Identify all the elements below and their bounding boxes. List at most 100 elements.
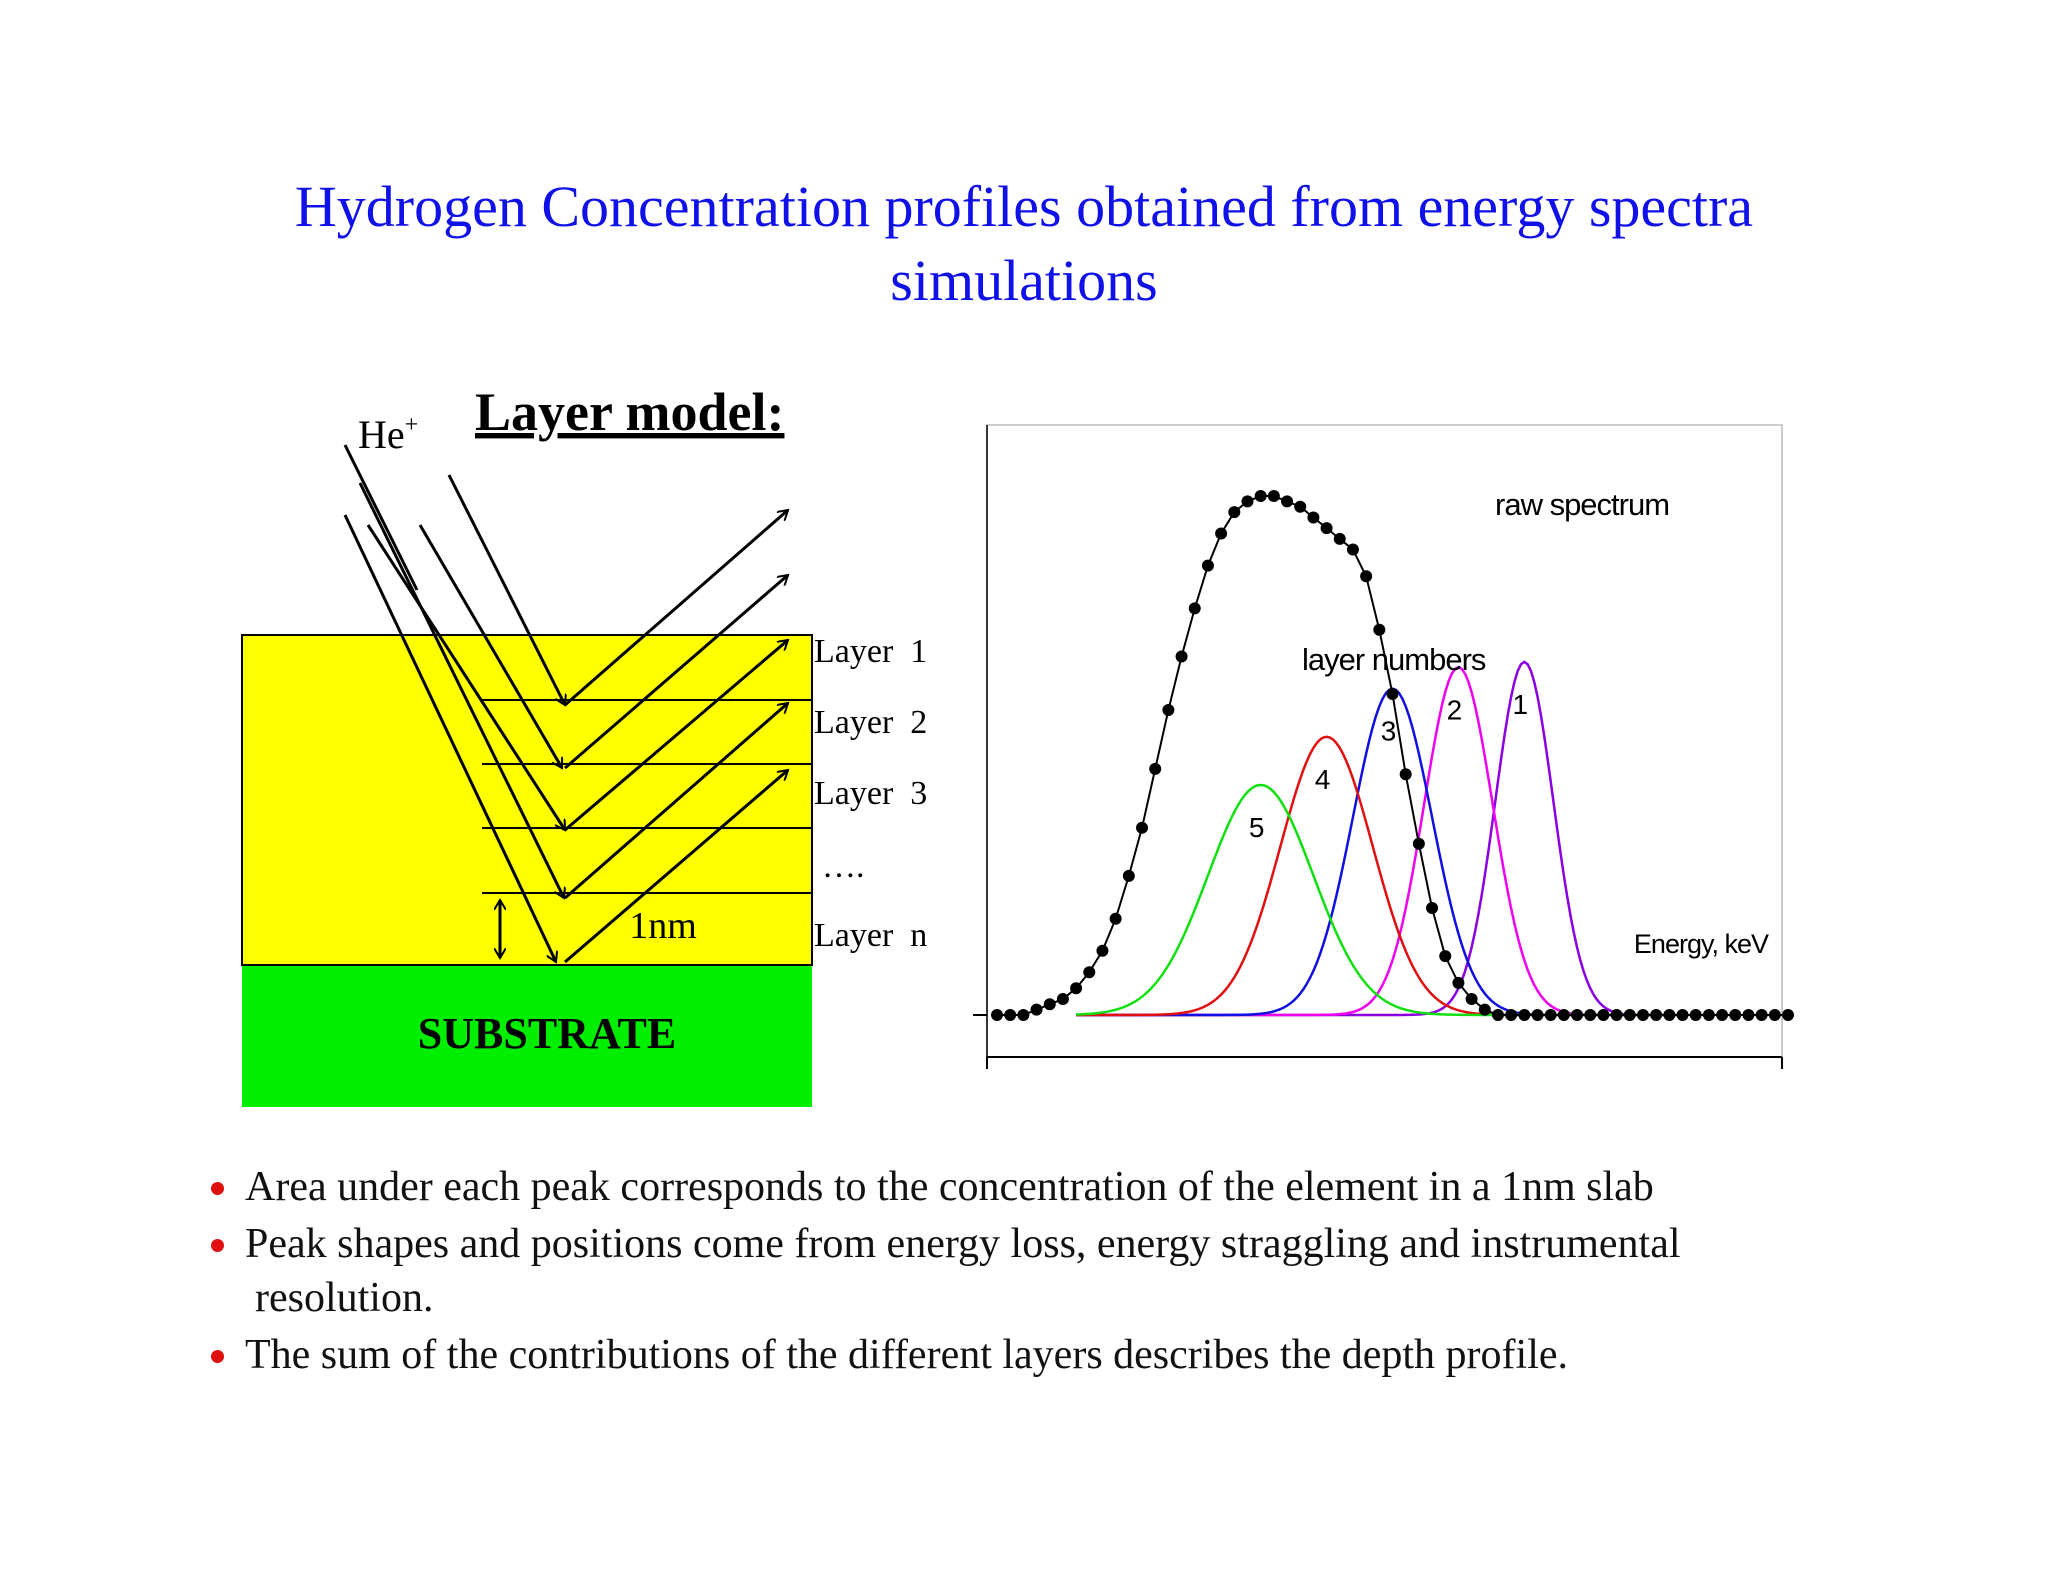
bullet-item-2: Peak shapes and positions come from ener… xyxy=(205,1217,1905,1326)
bullet-text-3: The sum of the contributions of the diff… xyxy=(245,1331,1568,1378)
bullet-list: Area under each peak corresponds to the … xyxy=(205,1160,1905,1384)
raw-spectrum-point xyxy=(1650,1009,1663,1021)
raw-spectrum-point xyxy=(991,1009,1003,1021)
raw-spectrum-point xyxy=(1557,1009,1570,1021)
bullet-item-3: The sum of the contributions of the diff… xyxy=(205,1328,1905,1383)
bullet-item-1: Area under each peak corresponds to the … xyxy=(205,1160,1905,1215)
raw-spectrum-point xyxy=(1307,511,1320,524)
raw-spectrum-point xyxy=(1636,1009,1649,1021)
raw-spectrum-point xyxy=(1716,1009,1729,1021)
outgoing-ion-paths xyxy=(564,510,788,964)
raw-spectrum-point xyxy=(1531,1009,1544,1021)
raw-spectrum-point xyxy=(1689,1009,1702,1021)
incoming-ray-5-upper xyxy=(343,444,419,591)
raw-spectrum-point xyxy=(1320,522,1333,535)
raw-spectrum-point xyxy=(1017,1009,1030,1021)
thickness-label-backdrop xyxy=(660,950,780,965)
raw-spectrum-point xyxy=(1768,1009,1781,1021)
raw-spectrum-point xyxy=(1412,837,1425,850)
outgoing-ray-1 xyxy=(564,510,788,707)
ion-label: He+ xyxy=(358,412,418,457)
raw-spectrum-point xyxy=(1294,500,1307,513)
raw-spectrum-point xyxy=(1070,982,1083,995)
slide-title: Hydrogen Concentration profiles obtained… xyxy=(0,170,2048,318)
raw-spectrum-point xyxy=(1241,495,1254,508)
raw-spectrum-point xyxy=(1623,1009,1636,1021)
raw-spectrum-point xyxy=(1056,992,1069,1005)
layer-curve-4 xyxy=(1076,735,1683,1017)
layer-label-n: Layer n xyxy=(814,917,927,954)
raw-spectrum-point xyxy=(1597,1009,1610,1021)
layer-label-ellipsis: …. xyxy=(822,848,865,885)
raw-spectrum-point xyxy=(1346,543,1359,556)
peak-label-2: 2 xyxy=(1447,694,1463,725)
raw-spectrum-point xyxy=(1360,570,1373,583)
raw-spectrum-point xyxy=(1663,1009,1676,1021)
layer-label-2: Layer 2 xyxy=(814,704,927,741)
raw-spectrum-point xyxy=(1465,992,1478,1005)
raw-spectrum-point xyxy=(1188,602,1201,615)
bullet-text-1: Area under each peak corresponds to the … xyxy=(245,1164,1654,1210)
raw-spectrum-point xyxy=(1584,1009,1597,1021)
raw-spectrum-point xyxy=(1505,1009,1518,1021)
raw-spectrum-point xyxy=(1426,902,1439,914)
raw-spectrum-point xyxy=(1742,1009,1755,1021)
spectrum-chart: 1 2 3 4 5 raw spectrum layer numbers Energy,… xyxy=(973,424,1794,1069)
raw-spectrum-point xyxy=(1083,966,1096,979)
raw-spectrum-point xyxy=(1122,869,1135,882)
raw-spectrum-points xyxy=(991,490,1794,1021)
raw-spectrum-point xyxy=(1491,1009,1504,1021)
raw-spectrum-point xyxy=(1149,762,1162,775)
raw-spectrum-point xyxy=(1610,1009,1623,1021)
raw-spectrum-point xyxy=(1518,1009,1531,1021)
incoming-ray-5 xyxy=(343,514,556,962)
raw-spectrum-point xyxy=(1452,976,1465,989)
raw-spectrum-point xyxy=(1162,704,1175,717)
raw-spectrum-point xyxy=(1281,495,1294,508)
raw-spectrum-point xyxy=(1386,688,1399,700)
raw-spectrum-point xyxy=(1215,527,1228,540)
raw-spectrum-point xyxy=(1399,768,1412,781)
x-axis-label: Energy, keV xyxy=(1634,929,1769,959)
bullet-text-2-continuation: resolution. xyxy=(255,1275,434,1322)
raw-spectrum-point xyxy=(1571,1009,1584,1021)
layer-curve-5 xyxy=(1076,783,1683,1017)
raw-spectrum-point xyxy=(1373,623,1386,636)
raw-spectrum-point xyxy=(1175,650,1188,663)
incoming-ray-2 xyxy=(418,524,564,768)
raw-spectrum-point xyxy=(1030,1003,1043,1016)
layer-label-3: Layer 3 xyxy=(814,775,927,812)
outgoing-ray-5 xyxy=(564,770,788,964)
outgoing-ray-4 xyxy=(564,703,788,900)
layer-model-diagram: Layer model: He+ 1nm Layer 1 Layer 2 Lay… xyxy=(241,382,927,1107)
raw-spectrum-point xyxy=(1096,944,1109,957)
outgoing-ray-2 xyxy=(564,575,788,770)
raw-spectrum-point xyxy=(1201,559,1214,572)
bullet-dot xyxy=(211,1238,224,1252)
raw-spectrum-point xyxy=(1478,1003,1491,1016)
incoming-ray-3 xyxy=(366,524,567,830)
layer-model-heading: Layer model: xyxy=(475,382,784,442)
incoming-ray-4 xyxy=(358,482,564,898)
raw-spectrum-point xyxy=(1267,490,1280,503)
raw-spectrum-point xyxy=(1333,532,1346,545)
layer-numbers-label: layer numbers xyxy=(1302,642,1486,677)
peak-labels: 1 2 3 4 5 xyxy=(1249,689,1528,843)
incoming-ray-1 xyxy=(447,474,565,705)
peak-label-4: 4 xyxy=(1315,764,1331,795)
raw-spectrum-point xyxy=(1004,1009,1017,1021)
thickness-label: 1nm xyxy=(629,905,697,947)
incoming-ion-paths xyxy=(343,444,567,962)
raw-spectrum-point xyxy=(1729,1009,1742,1021)
raw-spectrum-label: raw spectrum xyxy=(1495,487,1669,522)
title-line-2: simulations xyxy=(890,248,1158,314)
layer-stack xyxy=(241,634,813,966)
raw-spectrum-point xyxy=(1676,1009,1689,1021)
peak-label-3: 3 xyxy=(1381,716,1397,747)
layer-label-1: Layer 1 xyxy=(814,633,927,670)
raw-spectrum-point xyxy=(1109,912,1122,925)
peak-label-1: 1 xyxy=(1513,689,1529,720)
title-line-1: Hydrogen Concentration profiles obtained… xyxy=(294,174,1754,239)
raw-spectrum-point xyxy=(1228,506,1241,519)
bullet-text-2: Peak shapes and positions come from ener… xyxy=(245,1220,1681,1267)
